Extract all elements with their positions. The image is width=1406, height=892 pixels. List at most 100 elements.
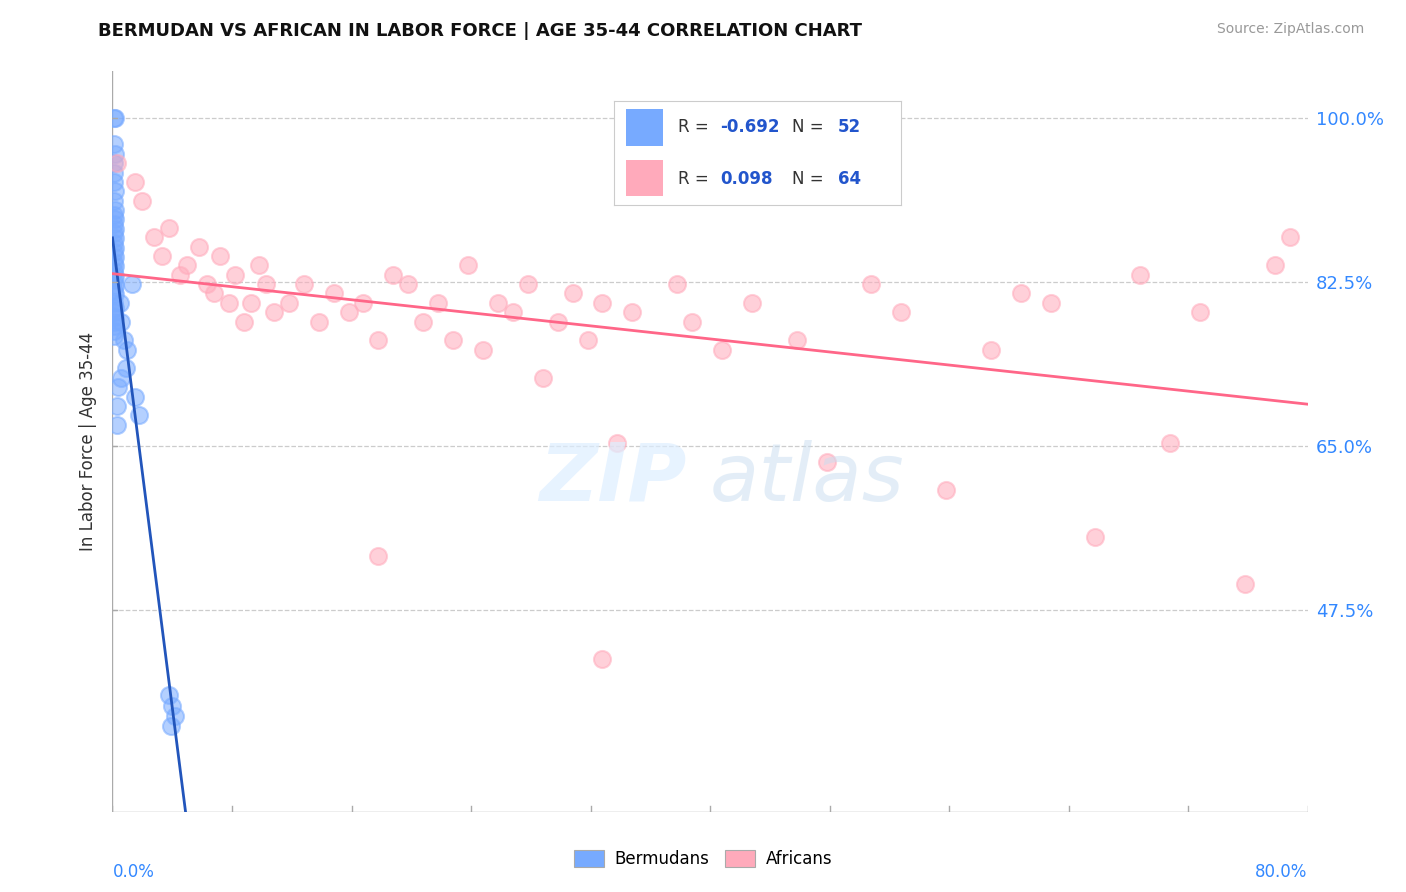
Point: [240, 296, 263, 310]
Point: [277, 296, 299, 310]
Point: [1129, 268, 1152, 282]
Y-axis label: In Labor Force | Age 35-44: In Labor Force | Age 35-44: [79, 332, 97, 551]
Point: [516, 277, 538, 291]
Point: [547, 315, 569, 329]
Point: [337, 305, 360, 319]
Point: [103, 245, 125, 260]
Point: [254, 277, 277, 291]
Point: [104, 202, 127, 217]
Point: [110, 315, 132, 329]
Point: [143, 230, 166, 244]
Point: [103, 112, 125, 126]
Point: [107, 380, 129, 394]
Point: [263, 305, 285, 319]
Point: [103, 217, 125, 231]
Point: [103, 165, 125, 179]
Point: [308, 315, 330, 329]
Point: [110, 371, 132, 385]
Point: [576, 334, 599, 348]
Point: [103, 264, 125, 278]
Point: [103, 315, 125, 329]
Point: [472, 343, 495, 357]
Point: [157, 688, 180, 702]
Point: [103, 156, 125, 170]
Point: [188, 239, 211, 253]
Point: [165, 709, 187, 723]
Point: [486, 296, 509, 310]
Point: [815, 455, 838, 469]
Point: [104, 268, 127, 283]
Point: [114, 334, 135, 348]
Point: [104, 278, 127, 293]
Point: [233, 315, 256, 329]
Point: [980, 343, 1002, 357]
Point: [115, 361, 138, 376]
Point: [117, 343, 139, 357]
Point: [104, 112, 127, 126]
Point: [935, 483, 957, 498]
Point: [247, 258, 270, 272]
Point: [224, 268, 246, 282]
Point: [1233, 577, 1256, 591]
Point: [195, 277, 218, 291]
Point: [322, 286, 344, 301]
Point: [128, 409, 150, 423]
Point: [592, 652, 614, 666]
Point: [218, 296, 240, 310]
Text: 0.0%: 0.0%: [112, 863, 155, 881]
Point: [103, 319, 125, 334]
Point: [103, 175, 125, 189]
Point: [786, 334, 808, 348]
Point: [382, 268, 405, 282]
Text: ZIP: ZIP: [538, 440, 686, 517]
Point: [1159, 436, 1181, 450]
Point: [104, 212, 127, 227]
Point: [412, 315, 434, 329]
Point: [1264, 258, 1286, 272]
Point: [169, 268, 191, 282]
Point: [104, 184, 127, 198]
Point: [104, 231, 127, 245]
Point: [103, 273, 125, 287]
Point: [157, 220, 180, 235]
Point: [1084, 530, 1107, 544]
Point: [860, 277, 883, 291]
Point: [124, 175, 146, 189]
Point: [103, 235, 125, 250]
Point: [103, 328, 125, 343]
Point: [103, 283, 125, 297]
Point: [202, 286, 225, 301]
Point: [104, 241, 127, 255]
Point: [606, 436, 628, 450]
Point: [104, 146, 127, 161]
Point: [561, 286, 583, 301]
Point: [1189, 305, 1212, 319]
Point: [124, 390, 146, 404]
Point: [103, 324, 125, 338]
Point: [621, 305, 644, 319]
Point: [176, 258, 198, 272]
Text: 80.0%: 80.0%: [1256, 863, 1308, 881]
Point: [396, 277, 419, 291]
Point: [292, 277, 315, 291]
Text: atlas: atlas: [710, 440, 905, 517]
Point: [711, 343, 734, 357]
Point: [108, 296, 131, 310]
Point: [121, 277, 143, 291]
Point: [531, 371, 554, 385]
Point: [1010, 286, 1032, 301]
Point: [103, 208, 125, 222]
Point: [666, 277, 689, 291]
Text: Source: ZipAtlas.com: Source: ZipAtlas.com: [1216, 22, 1364, 37]
Point: [741, 296, 763, 310]
Text: BERMUDAN VS AFRICAN IN LABOR FORCE | AGE 35-44 CORRELATION CHART: BERMUDAN VS AFRICAN IN LABOR FORCE | AGE…: [98, 22, 862, 40]
Point: [681, 315, 703, 329]
Point: [105, 399, 128, 413]
Point: [103, 305, 125, 319]
Point: [104, 310, 127, 324]
Point: [105, 156, 128, 170]
Point: [103, 194, 125, 208]
Point: [367, 549, 389, 563]
Point: [104, 287, 127, 301]
Point: [162, 698, 183, 713]
